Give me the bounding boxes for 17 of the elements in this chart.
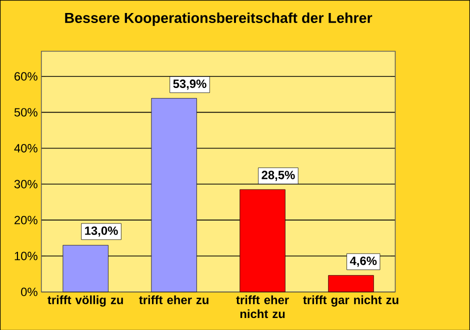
data-label: 53,9% — [173, 79, 206, 90]
y-tick-label: 40% — [14, 144, 38, 152]
data-label: 28,5% — [262, 170, 295, 181]
y-tick-label: 50% — [14, 108, 38, 116]
x-tick-label: trifft eher nicht zu — [236, 295, 289, 318]
bar — [328, 274, 374, 292]
x-tick-label: trifft völlig zu — [48, 295, 123, 306]
x-tick-label: trifft eher zu — [139, 295, 208, 304]
data-label: 13,0% — [85, 226, 118, 236]
y-tick-label: 20% — [14, 216, 38, 224]
chart-title: Bessere Kooperationsbereitschaft der Lehrer — [65, 12, 372, 26]
y-tick-label: 0% — [21, 287, 38, 296]
y-tick-label: 30% — [14, 180, 38, 188]
data-label: 4,6% — [350, 256, 377, 267]
y-tick-label: 60% — [14, 72, 38, 80]
y-tick-label: 10% — [14, 252, 38, 260]
x-tick-label: trifft gar nicht zu — [303, 295, 398, 306]
